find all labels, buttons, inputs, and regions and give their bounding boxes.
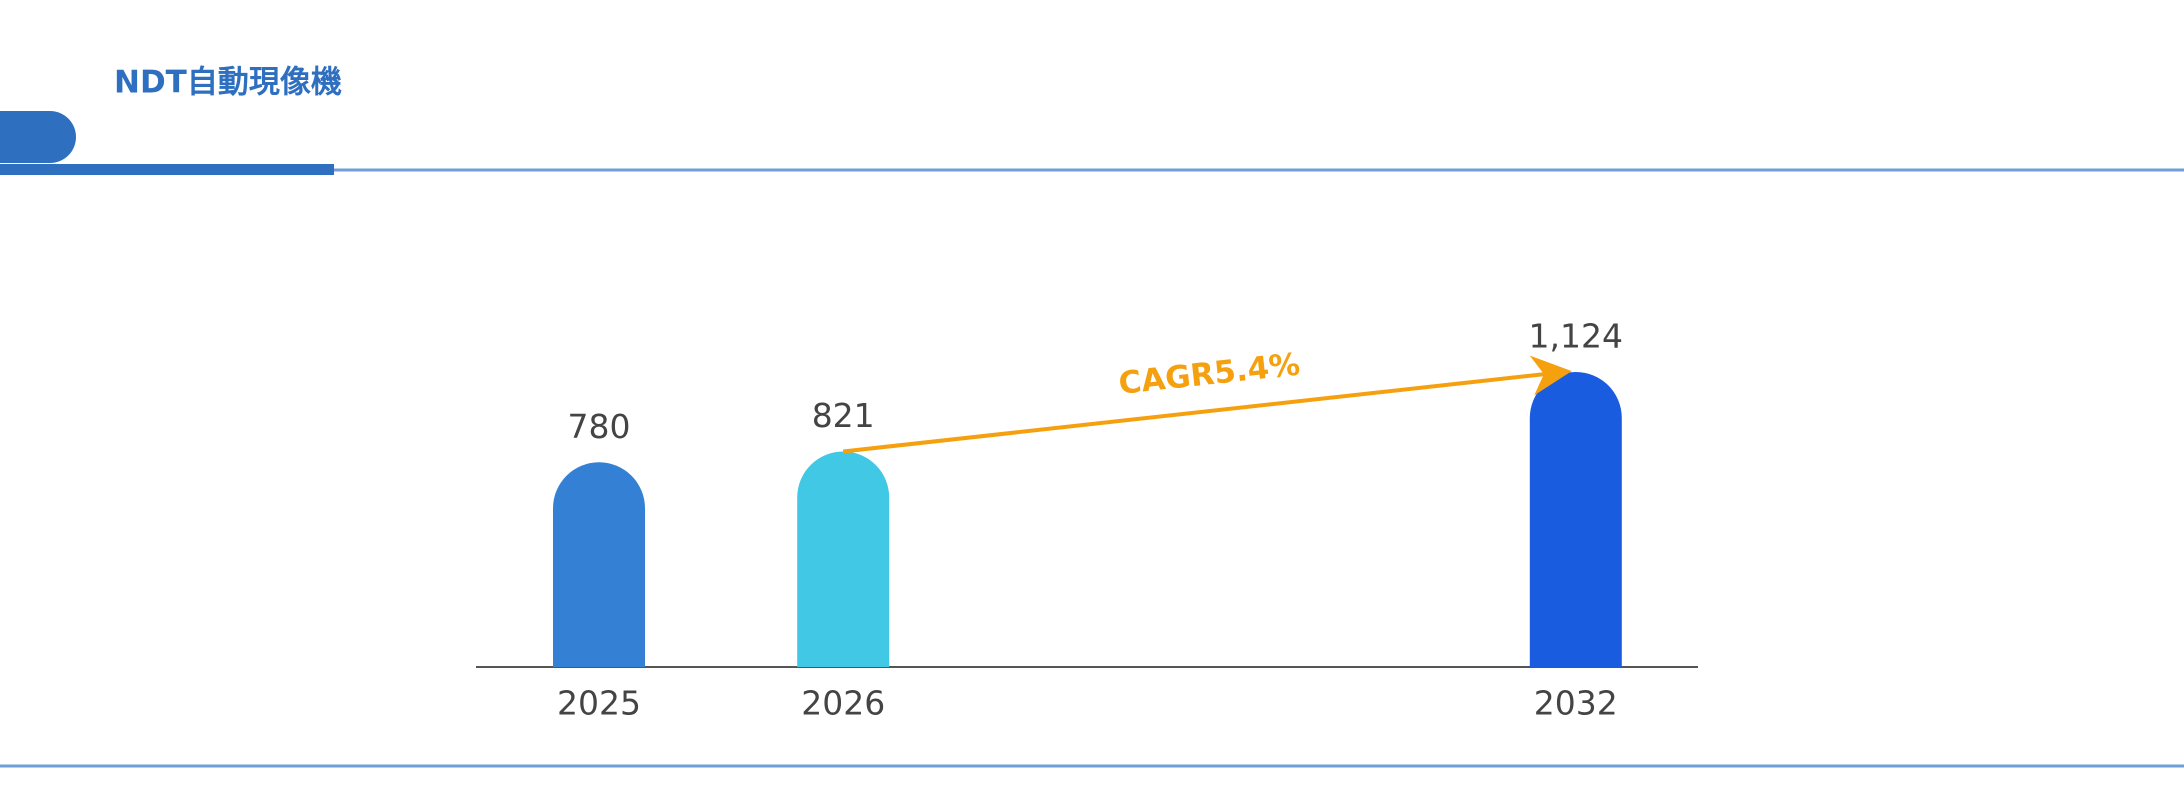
value-label: 1,124 [1529, 316, 1623, 355]
bar [553, 462, 645, 667]
x-tick-label: 2032 [1534, 684, 1618, 723]
value-label: 780 [568, 407, 631, 446]
x-tick-label: 2026 [801, 684, 885, 723]
bar [1529, 371, 1622, 667]
cagr-arrow [842, 355, 1572, 454]
header-tab [0, 111, 76, 163]
chart-title: NDT自動現像機 [114, 65, 342, 101]
x-tick-label: 2025 [557, 684, 641, 723]
bar [797, 451, 890, 667]
value-label: 821 [812, 396, 875, 435]
header-accent [0, 164, 334, 175]
cagr-label: CAGR5.4% [1117, 347, 1302, 402]
